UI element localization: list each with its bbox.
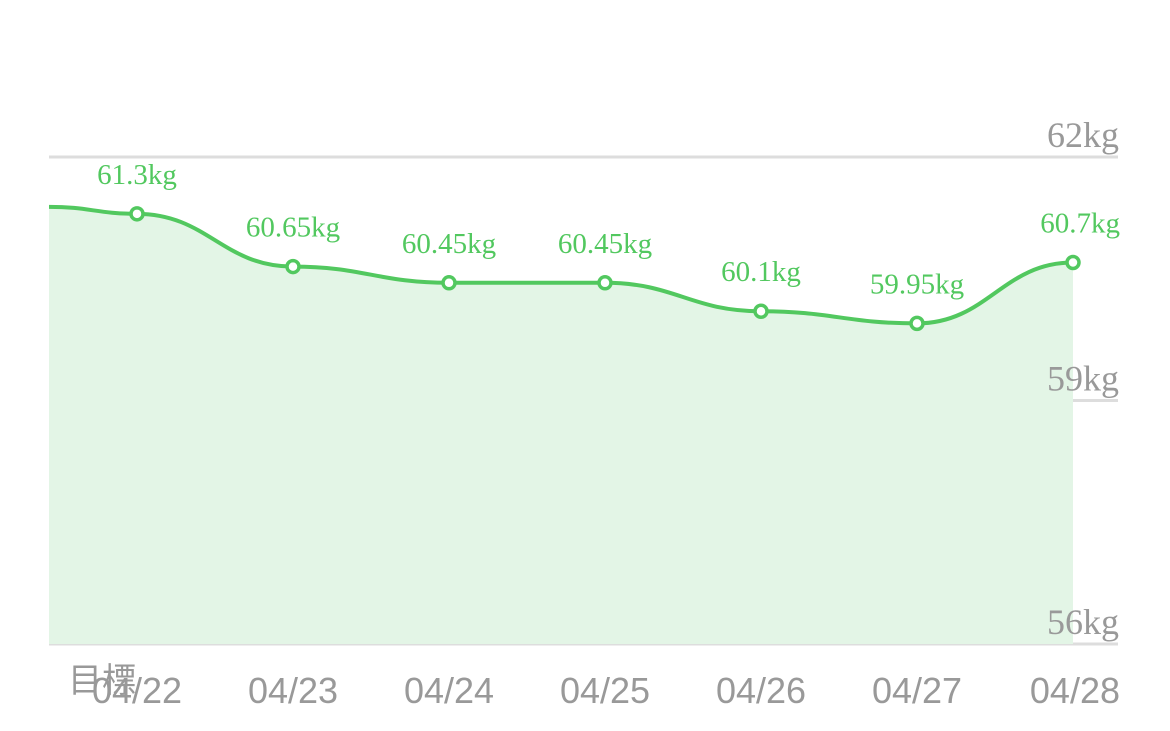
weight-data-labels: 61.3kg 60.65kg 60.45kg 60.45kg 60.1kg 59.95kg… [97,159,1120,301]
x-tick-label: 04/28 [1030,670,1120,711]
data-label: 59.95kg [870,268,964,300]
data-label: 61.3kg [97,159,177,191]
data-label: 60.65kg [246,212,340,244]
y-tick-label: 62kg [1047,115,1119,155]
y-tick-label: 59kg [1047,359,1119,399]
data-label: 60.7kg [1040,208,1120,240]
x-tick-label: 04/25 [560,670,650,711]
data-point [129,206,145,222]
data-point [1065,254,1081,271]
x-tick-label: 04/23 [248,670,338,711]
axis-ticks: 62kg 59kg 56kg 04/22 04/23 04/24 04/25 04/26 04/… [92,115,1120,711]
data-label: 60.45kg [558,228,652,260]
data-point [753,303,769,319]
weight-points [129,206,1081,332]
data-point [285,258,301,275]
target-label: 目標 [68,661,136,701]
data-point [597,275,613,291]
x-tick-label: 04/26 [716,670,806,711]
data-point [909,315,925,332]
x-tick-label: 04/22 [92,670,182,711]
data-label: 60.45kg [402,228,496,260]
y-tick-label: 56kg [1047,602,1119,642]
data-point [441,275,457,291]
x-tick-label: 04/24 [404,670,494,711]
data-label: 60.1kg [721,256,801,288]
x-tick-label: 04/27 [872,670,962,711]
